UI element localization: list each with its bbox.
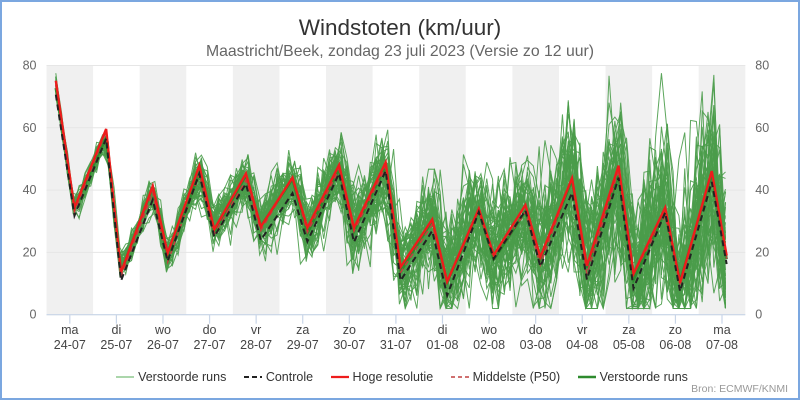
svg-text:0: 0 (30, 308, 37, 322)
svg-text:0: 0 (755, 308, 762, 322)
svg-text:40: 40 (23, 183, 37, 197)
svg-text:40: 40 (755, 183, 769, 197)
svg-text:60: 60 (23, 121, 37, 135)
svg-text:20: 20 (755, 245, 769, 259)
svg-text:60: 60 (755, 121, 769, 135)
svg-text:80: 80 (23, 59, 37, 73)
svg-text:80: 80 (755, 59, 769, 73)
svg-text:20: 20 (23, 245, 37, 259)
